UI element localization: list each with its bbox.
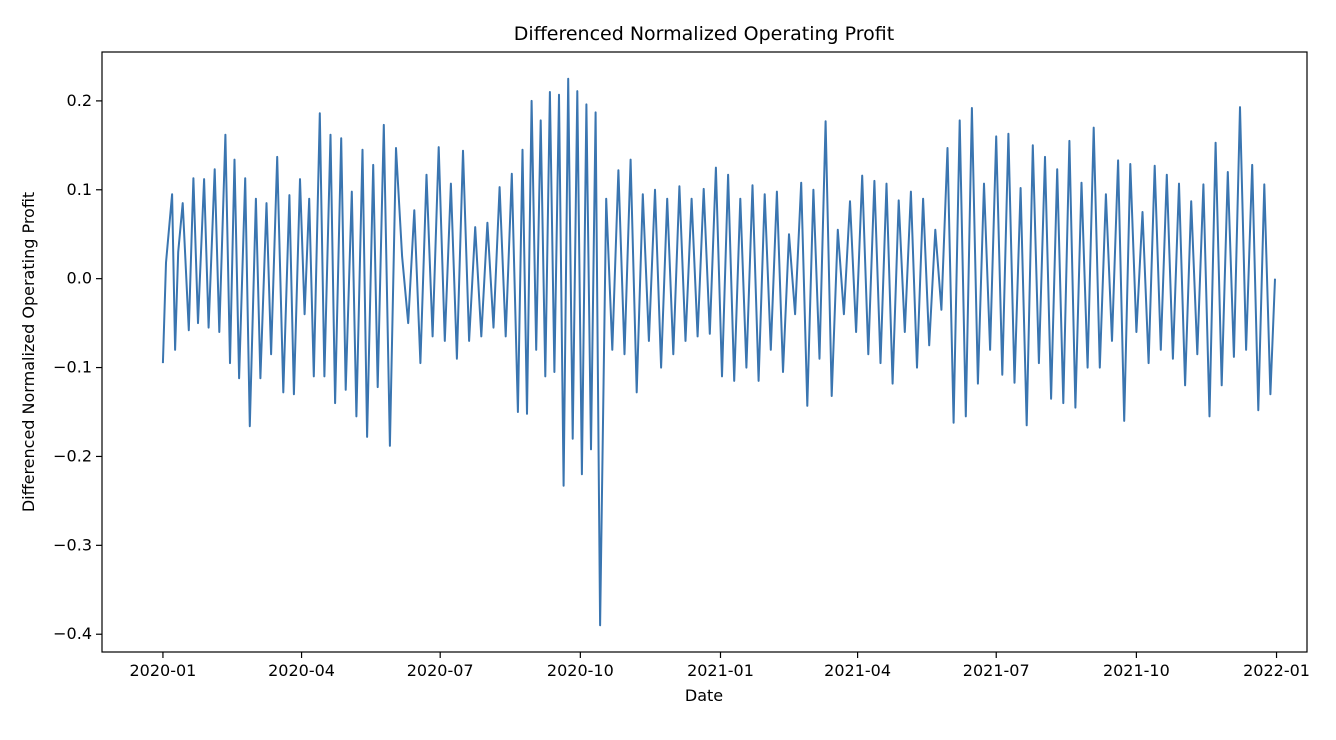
plot-area — [161, 77, 1276, 627]
y-tick-label: 0.2 — [67, 91, 92, 110]
x-axis-label: Date — [685, 686, 723, 705]
x-tick-label: 2021-10 — [1103, 661, 1170, 680]
y-tick-label: −0.1 — [53, 358, 92, 377]
x-tick-label: 2022-01 — [1243, 661, 1310, 680]
x-tick-label: 2021-01 — [687, 661, 754, 680]
x-tick-label: 2020-10 — [547, 661, 614, 680]
x-tick-label: 2021-07 — [963, 661, 1030, 680]
y-axis: 0.2 0.1 0.0 −0.1 −0.2 −0.3 −0.4 — [53, 91, 102, 643]
series-line — [161, 77, 1276, 627]
x-tick-label: 2020-07 — [407, 661, 474, 680]
y-tick-label: −0.2 — [53, 446, 92, 465]
y-tick-label: 0.1 — [67, 180, 92, 199]
x-tick-label: 2020-04 — [268, 661, 335, 680]
y-tick-label: −0.3 — [53, 535, 92, 554]
x-axis: 2020-01 2020-04 2020-07 2020-10 2021-01 2021-… — [130, 652, 1310, 680]
chart-title: Differenced Normalized Operating Profit — [514, 23, 894, 45]
y-tick-label: 0.0 — [67, 269, 92, 288]
x-tick-label: 2020-01 — [130, 661, 197, 680]
y-axis-label: Differenced Normalized Operating Profit — [19, 192, 38, 512]
x-tick-label: 2021-04 — [824, 661, 891, 680]
y-tick-label: −0.4 — [53, 624, 92, 643]
axes-frame — [101, 51, 1308, 653]
